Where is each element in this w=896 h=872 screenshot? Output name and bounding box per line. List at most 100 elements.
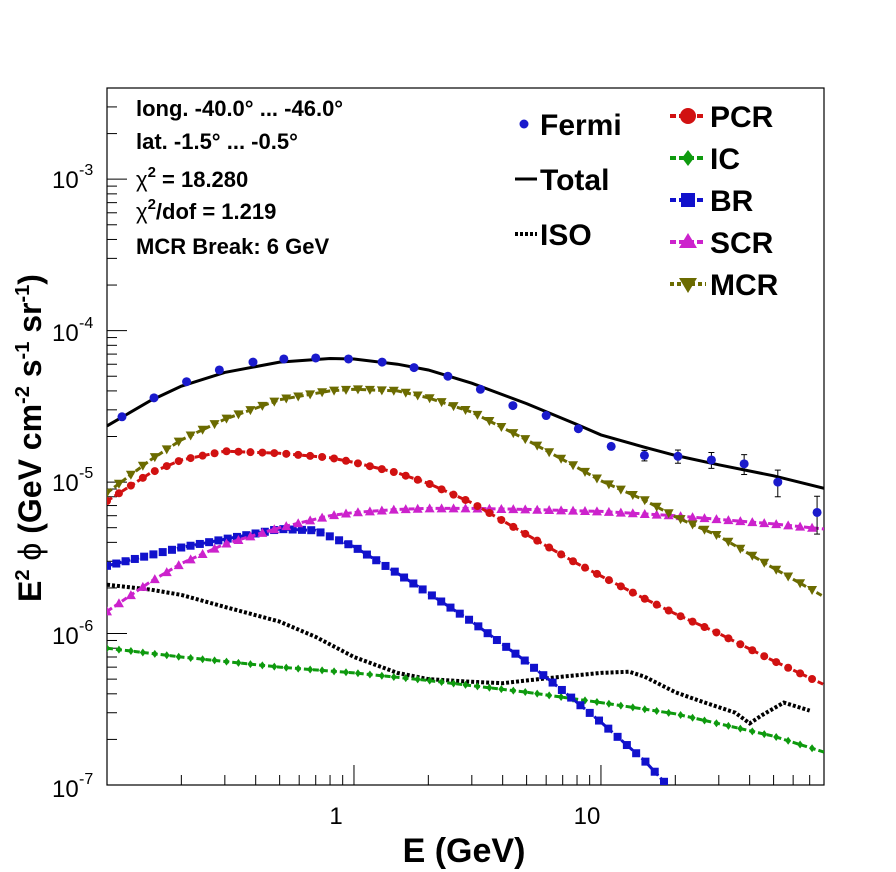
series-pcr-point [748, 646, 757, 655]
series-ic-point [534, 689, 541, 698]
series-scr-point [364, 506, 375, 516]
series-ic-point [390, 672, 397, 681]
series-scr-point [352, 507, 363, 517]
fermi-point [812, 507, 822, 517]
series-scr-point [735, 516, 746, 526]
series-ic-point [115, 645, 122, 654]
svg-text:-6: -6 [79, 618, 93, 635]
series-scr-point [508, 504, 519, 514]
legend-ic-label: IC [710, 143, 740, 176]
svg-text:-3: -3 [79, 162, 93, 179]
series-br-point [520, 656, 529, 665]
series-mcr-point [364, 385, 375, 395]
series-pcr-point [736, 640, 745, 649]
series-ic-point [558, 693, 565, 702]
series-mcr-point [281, 394, 292, 404]
series-pcr-point [724, 634, 733, 643]
svg-text:10: 10 [52, 470, 79, 497]
legend-fermi: Fermi [519, 109, 622, 142]
series-mcr-point [341, 385, 351, 395]
series-scr-point [651, 509, 662, 519]
series-mcr-point [221, 414, 232, 424]
series-pcr-point [342, 456, 350, 465]
y-tick-label-1e-4: 10 -4 [52, 315, 93, 347]
series-br-point [650, 767, 659, 776]
y-tick-label-1e-6: 10 -6 [52, 618, 93, 650]
series-pcr-point [107, 497, 111, 506]
series-mcr-point [448, 402, 459, 412]
series-mcr-point [107, 488, 112, 498]
series-ic-point [593, 698, 600, 707]
series-pcr-point [652, 600, 661, 609]
series-br-point [567, 693, 576, 702]
series-pcr-point [628, 588, 637, 597]
series-scr-point [293, 518, 304, 528]
series-ic-point [809, 744, 816, 753]
series-mcr-point [687, 520, 698, 530]
series-scr-point [400, 504, 411, 514]
series-mcr-point [795, 579, 806, 589]
series-br-point [641, 757, 650, 766]
series-pcr-point [784, 663, 793, 672]
series-mcr-point [639, 496, 650, 506]
series-scr-point [807, 522, 818, 532]
series-pcr-point [270, 449, 279, 458]
legend-ic: IC [670, 143, 740, 176]
series-pcr-point [473, 502, 482, 511]
series-scr-point [197, 548, 208, 558]
series-scr-point [412, 503, 423, 513]
svg-text:10: 10 [52, 320, 79, 347]
fermi-point [639, 450, 649, 460]
series-ic-point [426, 676, 433, 685]
series-pcr-point [437, 485, 446, 494]
legend-iso-label: ISO [540, 219, 592, 252]
series-mcr-point [520, 435, 531, 445]
series-ic-point [343, 668, 349, 677]
series-pcr-point [318, 452, 327, 461]
plot-frame [106, 87, 825, 786]
series-iso-line [107, 582, 811, 726]
series-mcr-point [209, 420, 220, 430]
series-mcr-point [113, 479, 124, 489]
series-pcr-point [150, 467, 159, 476]
series-ic-point [641, 705, 648, 714]
series-pcr-point [545, 543, 554, 552]
series-ic-point [773, 733, 780, 742]
series-ic-point [283, 663, 290, 672]
series-mcr [107, 385, 824, 599]
series-scr-point [460, 503, 471, 513]
series-scr-point [388, 504, 399, 514]
svg-text:E2 ϕ (GeV cm-2 s-1 sr-1): E2 ϕ (GeV cm-2 s-1 sr-1) [12, 274, 48, 602]
series-br-point [372, 556, 381, 565]
series-ic-point [163, 651, 170, 660]
fermi-point [773, 477, 783, 487]
series-scr-point [329, 510, 340, 520]
legend-ic-marker [682, 150, 694, 166]
series-mcr-point [424, 394, 435, 404]
series-ic-point [605, 699, 612, 708]
series-scr-point [173, 560, 184, 570]
series-mcr-point [651, 502, 662, 512]
fermi-point [541, 411, 551, 421]
series-mcr-point [484, 416, 495, 426]
series-scr-point [341, 508, 351, 518]
series-pcr-point [330, 454, 339, 463]
series-ic-point [378, 671, 385, 680]
series-mcr-point [556, 454, 567, 464]
series-scr-point [221, 538, 232, 548]
series-br-point [585, 708, 594, 717]
fermi-point [508, 401, 518, 411]
series-pcr-point [138, 473, 147, 482]
svg-text:-4: -4 [79, 315, 93, 332]
series-scr-point [603, 506, 614, 516]
series-scr-point [257, 527, 268, 537]
series-scr-point [113, 598, 124, 608]
series-iso [107, 582, 811, 726]
series-pcr-point [688, 617, 697, 626]
x-axis-title: E (GeV) [403, 832, 526, 870]
series-pcr-point [604, 576, 613, 585]
series-br-point [121, 557, 130, 566]
series-ic-point [223, 657, 230, 666]
series-pcr-point [664, 606, 673, 615]
series-mcr-point [544, 448, 555, 458]
